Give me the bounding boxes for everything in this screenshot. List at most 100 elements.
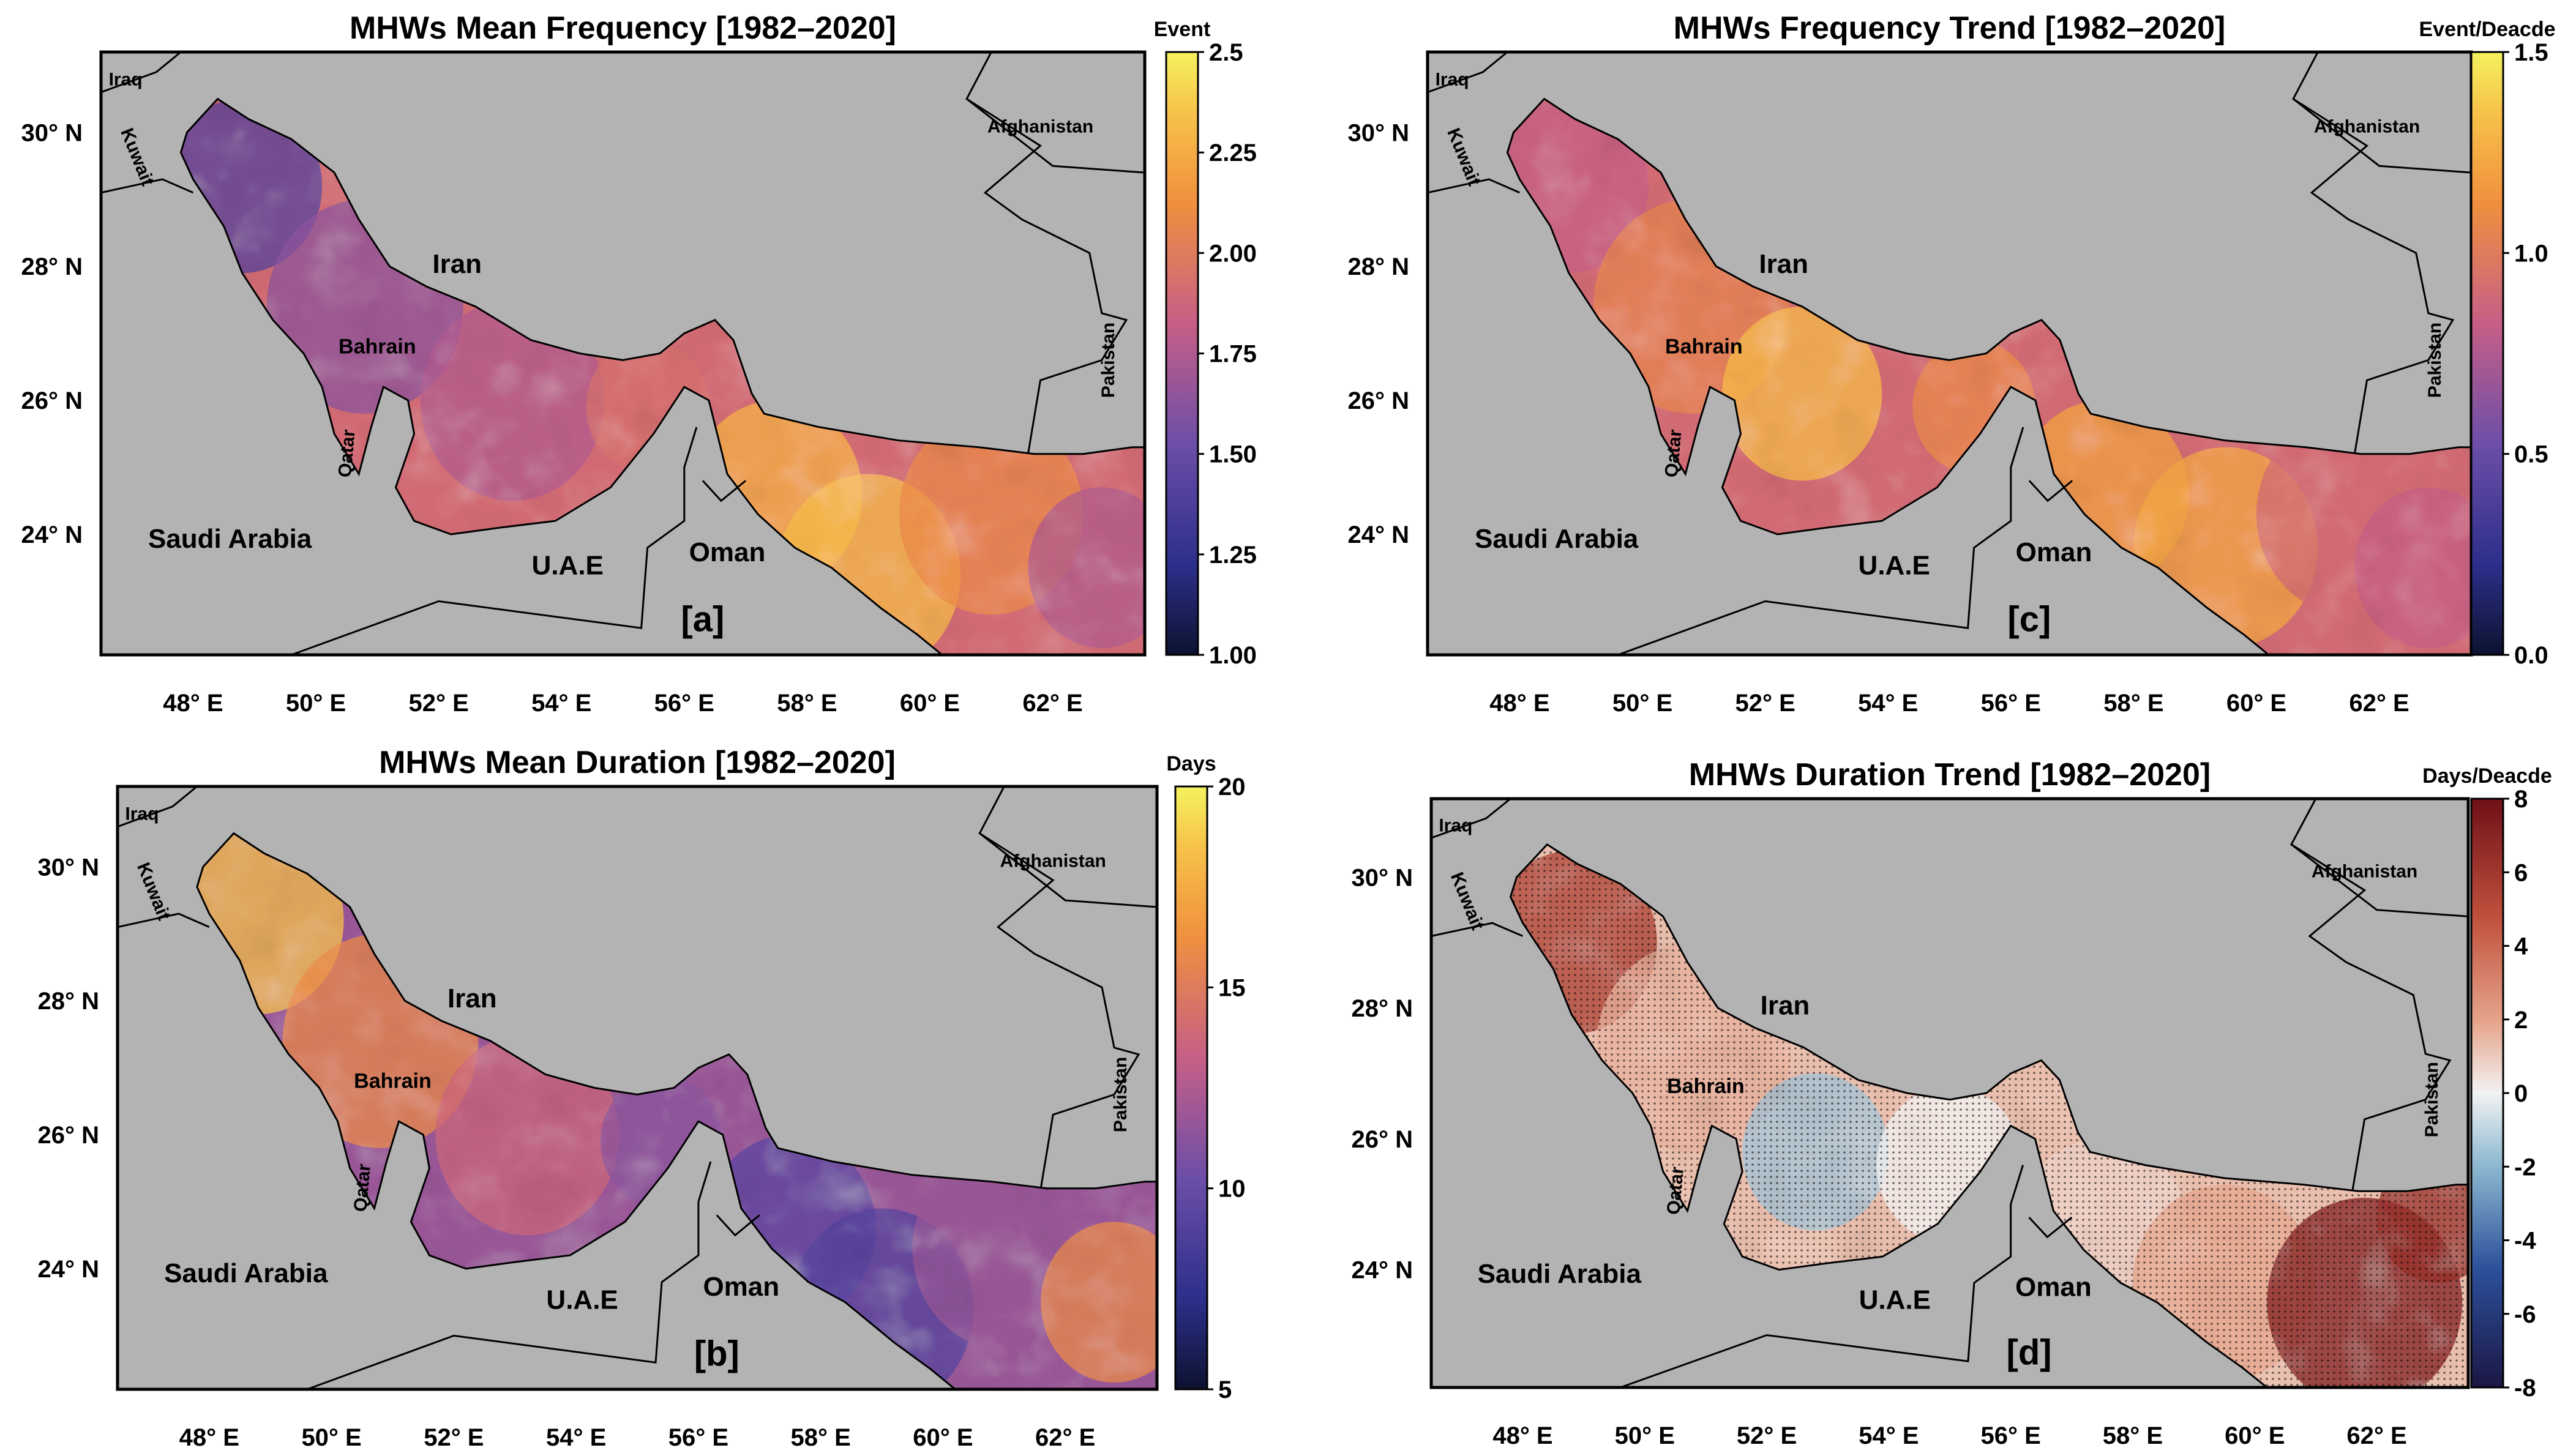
country-label: Afghanistan xyxy=(1000,851,1106,871)
country-border xyxy=(2293,98,2471,174)
colorbar-tick-label: -4 xyxy=(2514,1228,2536,1255)
country-label: Iraq xyxy=(109,70,143,90)
country-label: Iran xyxy=(1761,991,1810,1021)
lon-tick-label: 52° E xyxy=(1735,690,1795,717)
lat-tick-label: 28° N xyxy=(21,253,83,280)
colorbar-tick-label: 1.5 xyxy=(2514,39,2548,66)
panel-title: MHWs Frequency Trend [1982–2020] xyxy=(1674,10,2226,46)
panel-title: MHWs Mean Duration [1982–2020] xyxy=(379,745,896,780)
lon-tick-label: 62° E xyxy=(1035,1424,1095,1451)
country-border xyxy=(965,52,1128,454)
colorbar-tick-label: 1.0 xyxy=(2514,240,2548,267)
country-border xyxy=(1428,52,1508,94)
panel-title: MHWs Duration Trend [1982–2020] xyxy=(1689,757,2211,793)
country-label: Oman xyxy=(2016,537,2092,567)
lon-tick-label: 58° E xyxy=(2103,690,2163,717)
lat-tick-label: 24° N xyxy=(38,1256,100,1283)
colorbar-tick-label: 10 xyxy=(1218,1176,1246,1203)
lon-tick-label: 62° E xyxy=(1022,690,1082,717)
colorbar-tick-label: 0.5 xyxy=(2514,441,2548,468)
panel-letter: [d] xyxy=(2007,1333,2052,1373)
country-label: Bahrain xyxy=(354,1070,432,1093)
colorbar-tick-label: 8 xyxy=(2514,786,2528,813)
country-border xyxy=(2290,799,2452,1192)
country-border xyxy=(1431,922,1524,937)
country-label: U.A.E xyxy=(532,551,604,581)
lon-tick-label: 58° E xyxy=(791,1424,851,1451)
panel-letter: [b] xyxy=(694,1334,739,1374)
map-area xyxy=(1431,799,2468,1387)
country-border xyxy=(101,178,194,194)
country-border xyxy=(979,832,1157,908)
panel-b: MHWs Mean Duration [1982–2020]IraqKuwait… xyxy=(38,745,1246,1451)
lon-tick-label: 48° E xyxy=(163,690,223,717)
country-label: Saudi Arabia xyxy=(1478,1259,1642,1289)
lat-tick-label: 24° N xyxy=(1348,521,1410,548)
panels-layer: MHWs Mean Frequency [1982–2020]IraqKuwai… xyxy=(21,10,2556,1451)
country-label: Oman xyxy=(703,1272,779,1302)
country-label: Qatar xyxy=(1663,1166,1688,1215)
colorbar-tick-label: 2 xyxy=(2514,1007,2528,1034)
country-label: U.A.E xyxy=(1859,1285,1931,1315)
country-label: Qatar xyxy=(350,1163,375,1212)
sea-hotspot xyxy=(420,299,605,501)
country-label: Pakistan xyxy=(2425,323,2445,398)
lon-tick-label: 48° E xyxy=(1489,690,1549,717)
lon-tick-label: 60° E xyxy=(913,1424,973,1451)
colorbar-tick-label: 1.50 xyxy=(1209,441,1257,468)
colorbar-tick-label: 1.00 xyxy=(1209,642,1257,669)
sea-hotspot xyxy=(1041,1222,1157,1383)
panel-c: MHWs Frequency Trend [1982–2020]IraqKuwa… xyxy=(1348,10,2556,717)
lon-tick-label: 50° E xyxy=(1612,690,1672,717)
country-label: Bahrain xyxy=(339,335,416,359)
lat-tick-label: 26° N xyxy=(21,387,83,414)
lon-tick-label: 54° E xyxy=(546,1424,606,1451)
colorbar-tick-label: 4 xyxy=(2514,933,2528,960)
country-label: Iran xyxy=(447,984,497,1014)
country-border xyxy=(1431,799,1511,839)
lon-tick-label: 50° E xyxy=(1615,1422,1675,1449)
colorbar xyxy=(1174,785,1208,1391)
sea-hotspot xyxy=(435,1034,620,1236)
coastline xyxy=(179,97,1145,655)
colorbar-tick-label: 2.25 xyxy=(1209,140,1257,166)
country-border xyxy=(2028,1216,2073,1239)
lat-tick-label: 24° N xyxy=(21,521,83,548)
country-label: U.A.E xyxy=(1859,551,1930,581)
coastline xyxy=(1509,843,2468,1387)
coastline xyxy=(1506,97,2471,655)
country-border xyxy=(1620,1165,2024,1387)
lon-tick-label: 60° E xyxy=(2225,1422,2285,1449)
lon-tick-label: 48° E xyxy=(1492,1422,1552,1449)
country-border xyxy=(2028,480,2073,502)
lon-tick-label: 58° E xyxy=(2103,1422,2163,1449)
lon-tick-label: 50° E xyxy=(286,690,346,717)
colorbar-tick-label: 2.00 xyxy=(1209,240,1257,267)
country-label: Bahrain xyxy=(1667,1075,1745,1098)
country-label: Oman xyxy=(2015,1272,2092,1302)
country-label: Pakistan xyxy=(1110,1057,1131,1132)
country-label: Saudi Arabia xyxy=(164,1258,328,1288)
country-label: Oman xyxy=(689,537,766,567)
country-label: Afghanistan xyxy=(2314,116,2420,136)
country-label: U.A.E xyxy=(546,1285,618,1315)
colorbar-tick-label: 6 xyxy=(2514,859,2528,886)
lon-tick-label: 52° E xyxy=(408,690,468,717)
sea-hotspot xyxy=(2354,487,2471,649)
country-label: Qatar xyxy=(335,428,359,478)
colorbar-label: Event xyxy=(1154,18,1211,41)
colorbar-tick-label: 2.5 xyxy=(1209,39,1243,66)
colorbar xyxy=(2470,51,2504,656)
lat-tick-label: 28° N xyxy=(38,988,100,1015)
country-border xyxy=(307,1161,712,1389)
lon-tick-label: 52° E xyxy=(1737,1422,1797,1449)
colorbar-label: Days/Deacde xyxy=(2422,764,2552,788)
lat-tick-label: 26° N xyxy=(1352,1126,1413,1153)
lon-tick-label: 50° E xyxy=(301,1424,361,1451)
country-border xyxy=(118,913,210,928)
map-area xyxy=(101,52,1145,655)
lon-tick-label: 56° E xyxy=(668,1424,728,1451)
sea-hotspot xyxy=(1028,487,1145,649)
colorbar-tick-label: -6 xyxy=(2514,1301,2536,1328)
